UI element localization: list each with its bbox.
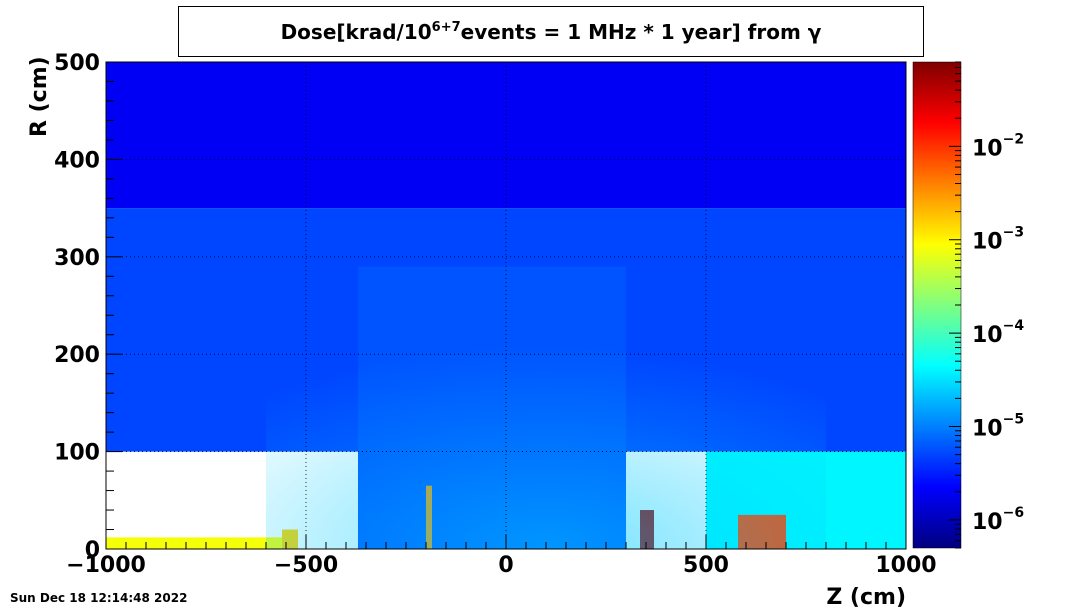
y-tick-label: 300 — [54, 246, 100, 271]
heatmap-cells — [106, 62, 906, 549]
heatmap-core-glow — [266, 295, 826, 549]
chart-title: Dose[krad/10 6+7 events = 1 MHz * 1 year]… — [178, 6, 924, 57]
colorbar-tick-label: 10−4 — [972, 318, 1024, 348]
y-tick-label: 500 — [54, 51, 100, 76]
x-axis-label: Z (cm) — [826, 585, 906, 610]
colorbar-tick-label: 10−5 — [972, 412, 1024, 442]
x-tick-labels: −1000 −500 0 500 1000 — [66, 553, 936, 578]
y-tick-label: 100 — [54, 441, 100, 466]
chart-title-suffix: events = 1 MHz * 1 year] from γ — [460, 19, 822, 44]
x-tick-label: −500 — [274, 553, 338, 578]
y-tick-label: 0 — [85, 538, 100, 563]
colorbar-tick-label: 10−3 — [972, 225, 1024, 255]
y-tick-labels: 0 100 200 300 400 500 — [54, 51, 100, 563]
chart-title-sup: 6+7 — [431, 20, 461, 35]
x-tick-label: 500 — [683, 553, 729, 578]
chart-title-prefix: Dose[krad/10 — [280, 19, 432, 44]
x-tick-label: −1000 — [66, 553, 146, 578]
colorbar-ticks — [949, 61, 961, 549]
y-axis-label: R (cm) — [27, 56, 52, 137]
colorbar-tick-label: 10−6 — [972, 505, 1024, 535]
y-tick-label: 400 — [54, 148, 100, 173]
colorbar-tick-labels: 10−6 10−5 10−4 10−3 10−2 — [972, 131, 1024, 535]
timestamp: Sun Dec 18 12:14:48 2022 — [10, 591, 188, 605]
axis-ticks — [105, 61, 907, 550]
colorbar — [913, 62, 961, 548]
x-tick-label: 1000 — [875, 553, 936, 578]
colorbar-tick-label: 10−2 — [972, 131, 1024, 161]
y-tick-label: 200 — [54, 343, 100, 368]
heatmap-region-beamline-left — [106, 537, 294, 549]
x-tick-label: 0 — [498, 553, 513, 578]
